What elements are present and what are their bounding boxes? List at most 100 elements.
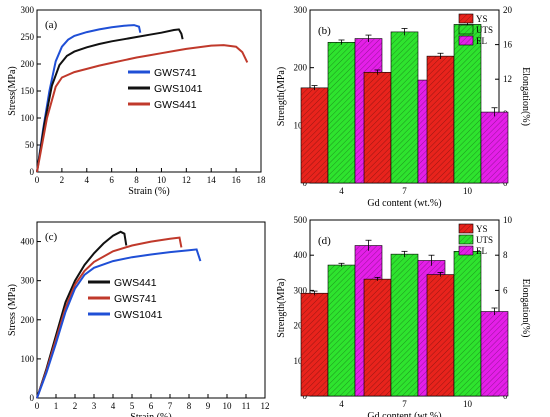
y2-tick-label: 16: [503, 40, 513, 50]
y-tick-label: 150: [21, 86, 35, 96]
y2-tick-label: 12: [503, 74, 512, 84]
series-line-GWS741: [36, 24, 142, 173]
x-tick-label: 11: [242, 401, 251, 411]
y-tick-label: 50: [25, 140, 35, 150]
panel-label: (b): [318, 25, 331, 37]
y-tick-label: 400: [21, 237, 35, 247]
series-line-GWS441: [36, 230, 128, 399]
panel-a: 0 2 4 6 8 10 12 14 16 18 0 50 100 150 200 250 300 Strain …: [7, 5, 266, 197]
series-line-GWS1041: [36, 248, 202, 399]
bar-YS: [426, 274, 455, 397]
y-tick-label: 300: [21, 5, 35, 15]
y2-tick-label: 10: [503, 215, 513, 225]
x-tick-label: 14: [207, 175, 217, 185]
x-tick-label: 4: [339, 186, 344, 196]
legend: GWS741 GWS1041 GWS441: [128, 67, 203, 111]
x-tick-label: 10: [223, 401, 233, 411]
x-axis-label: Gd content (wt.%): [367, 411, 441, 417]
panel-label: (a): [45, 19, 58, 31]
bar-UTS: [390, 253, 419, 397]
legend-entry: YS: [476, 224, 488, 234]
x-tick-label: 0: [35, 401, 40, 411]
bar-UTS: [327, 264, 356, 397]
x-tick-label: 8: [134, 175, 139, 185]
legend-entry: UTS: [476, 25, 493, 35]
x-tick-label: 4: [111, 401, 116, 411]
legend-swatch: [458, 24, 474, 35]
x-tick-label: 7: [402, 399, 407, 409]
bar-EL: [480, 111, 509, 184]
y2-axis-label: Elongation(%): [520, 67, 531, 126]
y-axis-label: Stress (MPa): [7, 284, 18, 336]
legend-entry: GWS741: [154, 67, 197, 79]
x-tick-label: 9: [206, 401, 211, 411]
y-tick-label: 300: [294, 285, 308, 295]
x-axis-label: Strain (%): [130, 412, 171, 417]
y-tick-label: 100: [21, 354, 35, 364]
bar-UTS: [453, 24, 482, 184]
x-tick-label: 7: [168, 401, 173, 411]
bar-YS: [363, 278, 392, 397]
x-tick-label: 1: [54, 401, 59, 411]
y-tick-label: 300: [21, 276, 35, 286]
x-tick-label: 5: [130, 401, 135, 411]
legend-entry: GWS441: [114, 277, 157, 289]
legend: GWS441 GWS741 GWS1041: [88, 277, 163, 321]
x-tick-label: 16: [232, 175, 242, 185]
x-tick-label: 10: [463, 186, 473, 196]
x-tick-label: 10: [157, 175, 167, 185]
y2-tick-label: 6: [503, 285, 508, 295]
x-tick-label: 18: [257, 175, 267, 185]
x-axis-label: Gd content (wt.%): [367, 198, 441, 209]
bar-YS: [426, 55, 455, 184]
y-tick-label: 400: [294, 250, 308, 260]
y2-tick-label: 8: [503, 250, 508, 260]
y-tick-label: 200: [21, 59, 35, 69]
x-tick-label: 6: [149, 401, 154, 411]
x-tick-label: 10: [463, 399, 473, 409]
y-tick-label: 250: [21, 32, 35, 42]
x-tick-label: 3: [92, 401, 97, 411]
y-tick-label: 200: [294, 63, 308, 73]
bar-YS: [300, 292, 329, 397]
bar-YS: [300, 87, 329, 184]
legend-entry: EL: [476, 246, 487, 256]
y-axis-label: Strength(MPa): [276, 67, 287, 126]
y-tick-label: 200: [294, 321, 308, 331]
series-line-GWS1041: [36, 28, 184, 173]
legend-entry: EL: [476, 36, 487, 46]
y-axis-label: Stress(MPa): [7, 66, 18, 115]
panel-label: (d): [318, 235, 331, 247]
legend-entry: UTS: [476, 235, 493, 245]
bar-UTS: [327, 41, 356, 184]
x-axis-label: Strain (%): [128, 186, 169, 197]
legend-swatch: [458, 245, 474, 256]
x-tick-label: 6: [109, 175, 114, 185]
panel-b: 0100200300048121620Strength(MPa)Elongati…: [276, 5, 531, 209]
y-axis-label: Strength(MPa): [276, 278, 287, 337]
y-tick-label: 100: [294, 120, 308, 130]
legend-entry: GWS1041: [154, 83, 203, 95]
series-line-GWS741: [36, 236, 183, 399]
bar-YS: [363, 71, 392, 184]
x-tick-label: 12: [261, 401, 270, 411]
legend-swatch: [458, 35, 474, 46]
x-tick-label: 2: [73, 401, 78, 411]
legend-entry: GWS441: [154, 99, 197, 111]
y-tick-label: 500: [294, 215, 308, 225]
y-tick-label: 100: [294, 356, 308, 366]
bar-EL: [480, 311, 509, 397]
y-tick-label: 300: [294, 5, 308, 15]
x-tick-label: 4: [339, 399, 344, 409]
panel-c: 01234567891011120100200300400Strain (%)S…: [7, 221, 270, 417]
x-tick-label: 0: [35, 175, 40, 185]
legend-entry: YS: [476, 14, 488, 24]
legend-swatch: [458, 234, 474, 245]
x-tick-label: 8: [187, 401, 192, 411]
y2-tick-label: 20: [503, 5, 513, 15]
x-tick-label: 7: [402, 186, 407, 196]
bar-UTS: [453, 251, 482, 397]
series-line-GWS441: [36, 44, 249, 173]
